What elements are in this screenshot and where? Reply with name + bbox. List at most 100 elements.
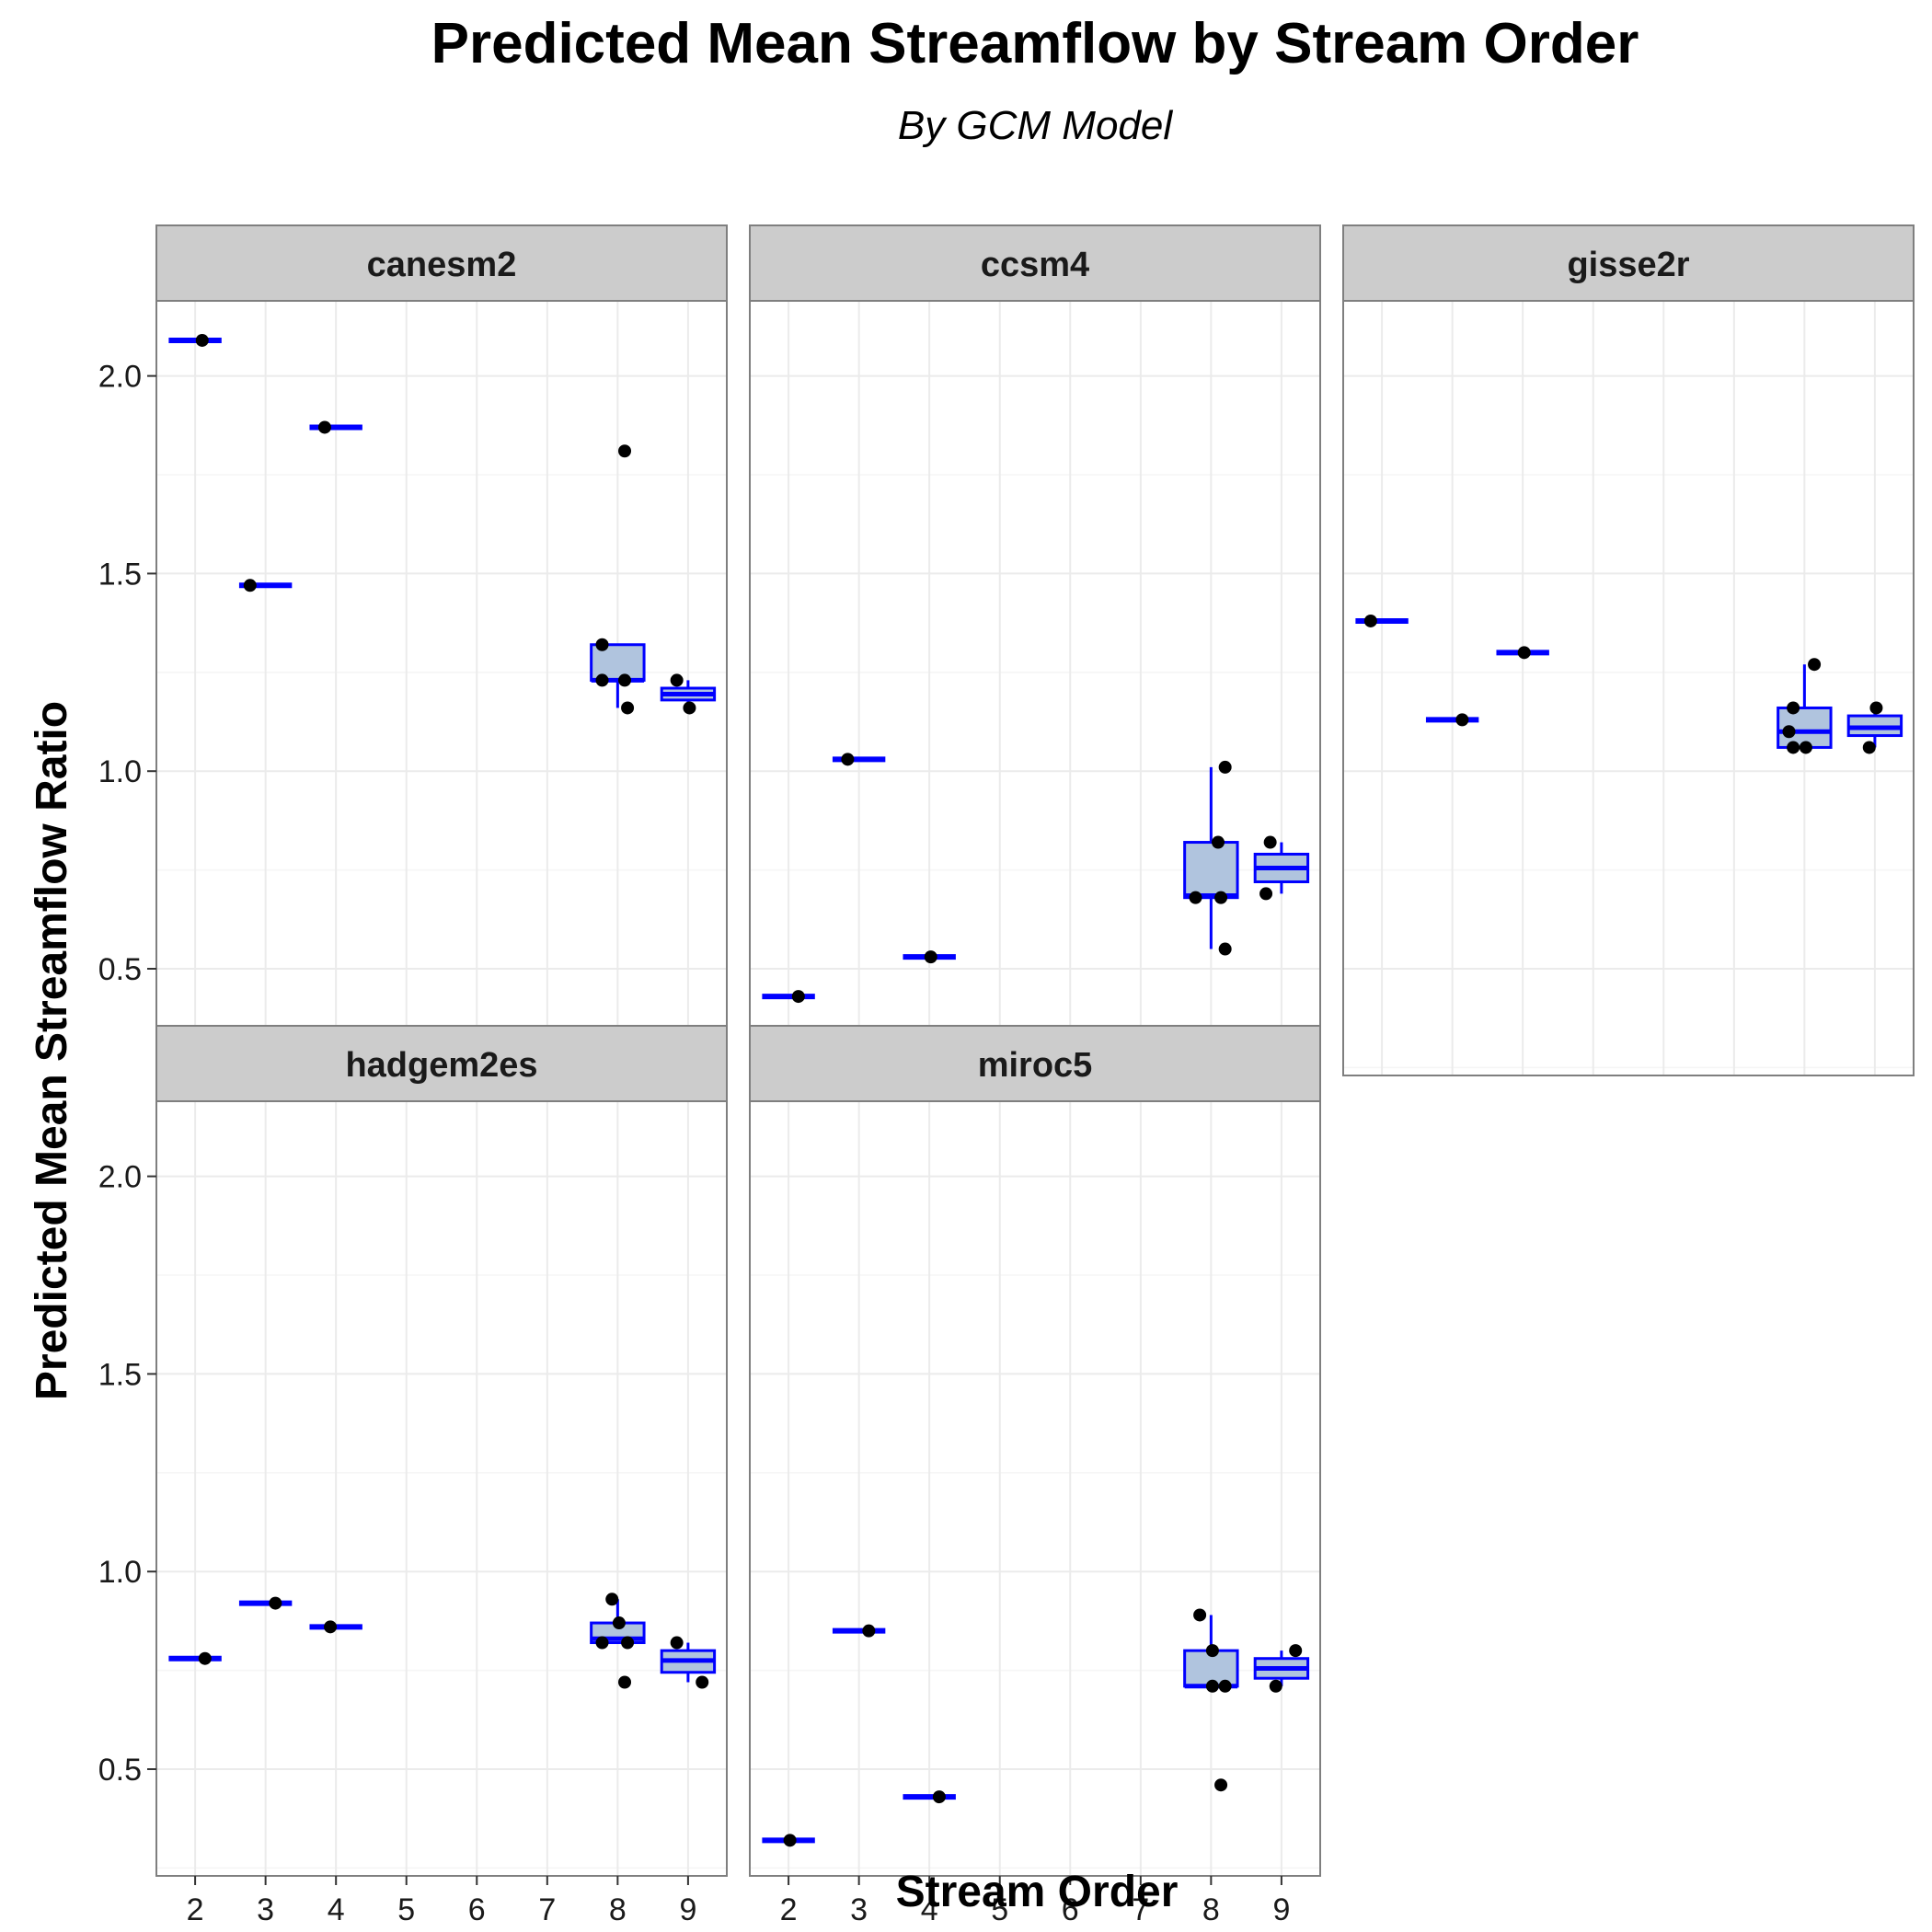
data-point (1517, 646, 1531, 660)
facet-strip (749, 224, 1321, 302)
box-order-9 (1253, 842, 1310, 894)
data-point (932, 1790, 946, 1804)
data-point (1787, 741, 1800, 754)
chart-subtitle: By GCM Model (897, 103, 1173, 148)
data-point (1787, 701, 1800, 715)
panel-background (750, 301, 1320, 1075)
gridlines (750, 1101, 1320, 1876)
data-point (618, 1675, 632, 1689)
data-point (841, 753, 855, 766)
box-body (1777, 706, 1833, 749)
data-point (1799, 741, 1812, 754)
y-tick-label: 1.5 (98, 1357, 142, 1392)
x-tick-label: 4 (921, 1892, 938, 1927)
data-point (1363, 614, 1377, 627)
data-point (195, 333, 209, 347)
x-tick-label: 7 (1132, 1892, 1149, 1927)
data-point (670, 673, 684, 687)
y-tick-label: 1.0 (98, 754, 142, 789)
data-point (618, 673, 632, 687)
panel-ccsm4: ccsm4 (749, 224, 1321, 1076)
data-point (595, 673, 609, 687)
data-point (862, 1624, 876, 1638)
panel-background (156, 1101, 727, 1876)
x-tick-label: 2 (780, 1892, 798, 1927)
gridlines (156, 1101, 727, 1876)
x-tick-label: 2 (187, 1892, 204, 1927)
panel-hadgem2es: hadgem2es 0.5 1.0 1.5 2.0 2 3 4 5 6 7 8 9 (98, 1025, 728, 1927)
data-point (605, 1593, 619, 1606)
data-point (621, 1636, 635, 1650)
panel-border (749, 1100, 1321, 1877)
data-point (1214, 1778, 1228, 1792)
y-tick-label: 0.5 (98, 1753, 142, 1788)
facet-label: gisse2r (1567, 246, 1689, 284)
data-point (198, 1651, 212, 1665)
y-tick-label: 1.0 (98, 1555, 142, 1590)
x-tick-label: 9 (1272, 1892, 1290, 1927)
facet-strip (1342, 224, 1915, 302)
box-order-9 (1846, 707, 1903, 748)
data-point (1269, 1679, 1282, 1693)
facet-strip (155, 1025, 728, 1102)
panel-background (156, 301, 727, 1075)
x-tick-label: 7 (538, 1892, 556, 1927)
panel-miroc5: miroc5 2 3 4 5 6 7 8 9 (749, 1025, 1321, 1927)
y-tick-label: 1.5 (98, 557, 142, 592)
box-order-9 (660, 680, 717, 708)
y-tick-label: 2.0 (98, 1160, 142, 1195)
box-order-9 (660, 1642, 717, 1683)
data-point (595, 638, 609, 651)
x-tick-label: 5 (991, 1892, 1008, 1927)
data-point (1808, 658, 1822, 672)
data-point (317, 420, 331, 434)
facet-label: canesm2 (367, 246, 517, 284)
data-point (1782, 725, 1796, 739)
box-body (1183, 841, 1239, 900)
facet-label: hadgem2es (345, 1046, 537, 1085)
facet-label: ccsm4 (981, 246, 1089, 284)
data-point (1862, 741, 1876, 754)
data-point (696, 1675, 709, 1689)
x-tick-label: 8 (609, 1892, 627, 1927)
data-point (1218, 942, 1232, 956)
data-point (612, 1616, 626, 1630)
data-point (595, 1636, 609, 1650)
panel-gisse2r: gisse2r (1342, 224, 1915, 1076)
data-point (324, 1620, 338, 1634)
x-tick-label: 6 (1062, 1892, 1079, 1927)
data-point (1263, 835, 1277, 849)
x-tick-label: 3 (257, 1892, 274, 1927)
data-point (1205, 1644, 1219, 1658)
box-order-9 (1253, 1650, 1310, 1686)
data-point (618, 444, 632, 458)
data-point (1218, 760, 1232, 774)
data-point (1259, 887, 1273, 901)
x-tick-label: 8 (1202, 1892, 1220, 1927)
data-point (683, 701, 696, 715)
panel-border (1342, 300, 1915, 1076)
x-tick-label: 3 (850, 1892, 868, 1927)
x-axis-title: Stream Order (896, 1868, 1179, 1916)
panel-canesm2: canesm2 0.5 1.0 1.5 2.0 (98, 224, 728, 1076)
panel-background (1343, 301, 1914, 1075)
facet-label: miroc5 (978, 1046, 1093, 1085)
data-point (621, 701, 635, 715)
panel-background (750, 1101, 1320, 1876)
data-point (924, 950, 937, 964)
gridlines (1343, 301, 1914, 1075)
x-tick-label: 6 (468, 1892, 486, 1927)
x-tick-label: 9 (679, 1892, 696, 1927)
x-tick-label: 5 (397, 1892, 415, 1927)
data-point (269, 1596, 282, 1610)
data-point (670, 1636, 684, 1650)
data-point (1218, 1679, 1232, 1693)
x-tick-label: 4 (328, 1892, 345, 1927)
data-point (1455, 713, 1469, 727)
y-tick-label: 0.5 (98, 952, 142, 987)
y-tick-label: 2.0 (98, 360, 142, 395)
data-point (1193, 1608, 1207, 1622)
data-point (1214, 891, 1228, 904)
y-axis-title: Predicted Mean Streamflow Ratio (28, 701, 76, 1400)
